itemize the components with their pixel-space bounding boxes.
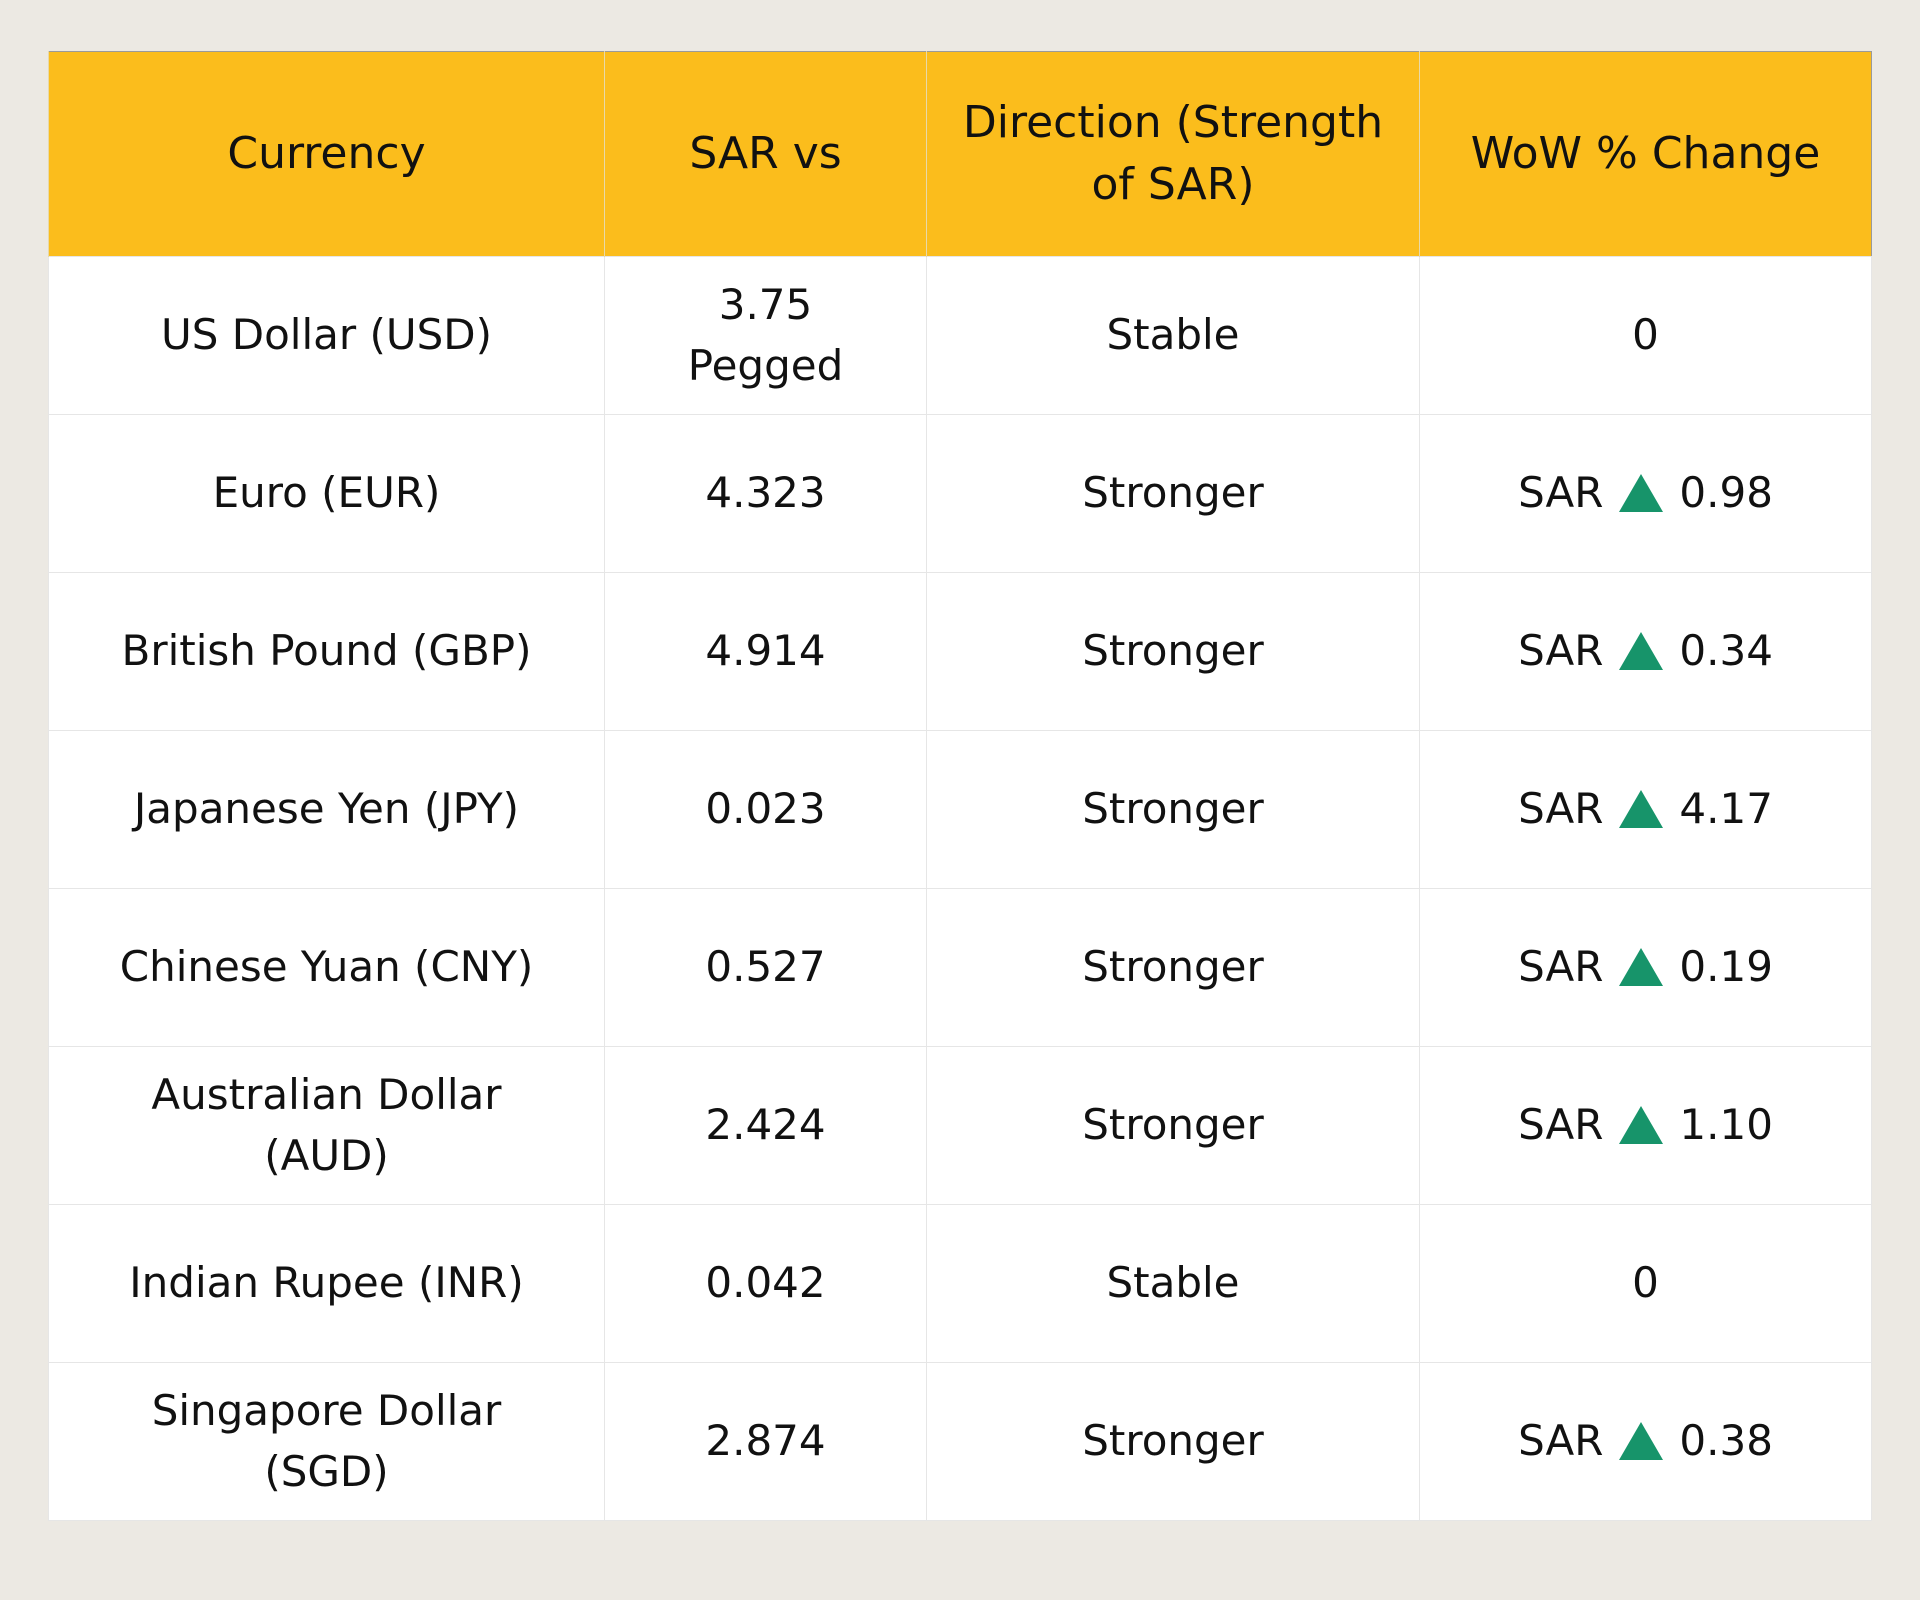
change-value: 0 [1632, 310, 1659, 360]
change-prefix: SAR [1518, 1100, 1604, 1150]
currency-cell: Indian Rupee (INR) [48, 1204, 605, 1363]
header-cell: Direction (Strength of SAR) [926, 51, 1420, 257]
change-cell: SAR 0.98 [1419, 414, 1872, 573]
currency-cell: US Dollar (USD) [48, 256, 605, 415]
currency-cell: Singapore Dollar (SGD) [48, 1362, 605, 1521]
up-arrow-icon [1619, 948, 1664, 987]
change-group: SAR 0.19 [1518, 937, 1773, 998]
direction-cell: Stronger [926, 730, 1420, 889]
table-row: Euro (EUR) 4.323 Stronger SAR 0.98 [48, 414, 1872, 573]
rate-cell: 0.042 [604, 1204, 927, 1363]
change-value: 0.19 [1679, 942, 1773, 992]
currency-cell: British Pound (GBP) [48, 572, 605, 731]
table-row: Australian Dollar (AUD) 2.424 Stronger SAR 1… [48, 1046, 1872, 1205]
change-value: 0 [1632, 1258, 1659, 1308]
currency-cell: Chinese Yuan (CNY) [48, 888, 605, 1047]
up-arrow-icon [1619, 1422, 1664, 1461]
header-cell: SAR vs [604, 51, 927, 257]
change-cell: SAR 0.19 [1419, 888, 1872, 1047]
change-value: 4.17 [1679, 784, 1773, 834]
direction-cell: Stronger [926, 572, 1420, 731]
direction-cell: Stronger [926, 414, 1420, 573]
change-group: SAR 0.98 [1518, 463, 1773, 524]
direction-cell: Stronger [926, 1046, 1420, 1205]
change-prefix: SAR [1518, 468, 1604, 518]
header-row: Currency SAR vs Direction (Strength of SAR… [48, 51, 1872, 257]
rate-cell: 4.914 [604, 572, 927, 731]
change-value: 0.34 [1679, 626, 1773, 676]
change-group: SAR 0.38 [1518, 1411, 1773, 1472]
rate-cell: 3.75 Pegged [604, 256, 927, 415]
table-row: Singapore Dollar (SGD) 2.874 Stronger SAR 0.… [48, 1362, 1872, 1521]
header-cell: Currency [48, 51, 605, 257]
rate-cell: 2.424 [604, 1046, 927, 1205]
change-group: SAR 4.17 [1518, 779, 1773, 840]
table-row: Chinese Yuan (CNY) 0.527 Stronger SAR 0.19 [48, 888, 1872, 1047]
up-arrow-icon [1619, 632, 1664, 671]
table-row: Indian Rupee (INR) 0.042 Stable 0 [48, 1204, 1872, 1363]
header-cell: WoW % Change [1419, 51, 1872, 257]
change-prefix: SAR [1518, 626, 1604, 676]
change-prefix: SAR [1518, 942, 1604, 992]
change-cell: 0 [1419, 1204, 1872, 1363]
rate-cell: 2.874 [604, 1362, 927, 1521]
currency-table: Currency SAR vs Direction (Strength of SAR… [48, 51, 1872, 1521]
up-arrow-icon [1619, 790, 1664, 829]
direction-cell: Stable [926, 1204, 1420, 1363]
up-arrow-icon [1619, 1106, 1664, 1145]
currency-cell: Australian Dollar (AUD) [48, 1046, 605, 1205]
up-arrow-icon [1619, 474, 1664, 513]
table-row: British Pound (GBP) 4.914 Stronger SAR 0.34 [48, 572, 1872, 731]
rate-cell: 0.527 [604, 888, 927, 1047]
change-cell: SAR 0.34 [1419, 572, 1872, 731]
change-cell: 0 [1419, 256, 1872, 415]
change-group: SAR 0.34 [1518, 621, 1773, 682]
change-value: 0.38 [1679, 1416, 1773, 1466]
change-value: 1.10 [1679, 1100, 1773, 1150]
table-row: Japanese Yen (JPY) 0.023 Stronger SAR 4.17 [48, 730, 1872, 889]
currency-cell: Japanese Yen (JPY) [48, 730, 605, 889]
direction-cell: Stable [926, 256, 1420, 415]
table-body: US Dollar (USD) 3.75 Pegged Stable 0 Euro (E… [48, 256, 1872, 1521]
direction-cell: Stronger [926, 888, 1420, 1047]
change-value: 0.98 [1679, 468, 1773, 518]
change-cell: SAR 1.10 [1419, 1046, 1872, 1205]
currency-cell: Euro (EUR) [48, 414, 605, 573]
direction-cell: Stronger [926, 1362, 1420, 1521]
rate-cell: 0.023 [604, 730, 927, 889]
change-group: SAR 1.10 [1518, 1095, 1773, 1156]
change-prefix: SAR [1518, 784, 1604, 834]
change-prefix: SAR [1518, 1416, 1604, 1466]
change-cell: SAR 4.17 [1419, 730, 1872, 889]
rate-cell: 4.323 [604, 414, 927, 573]
table-row: US Dollar (USD) 3.75 Pegged Stable 0 [48, 256, 1872, 415]
change-cell: SAR 0.38 [1419, 1362, 1872, 1521]
